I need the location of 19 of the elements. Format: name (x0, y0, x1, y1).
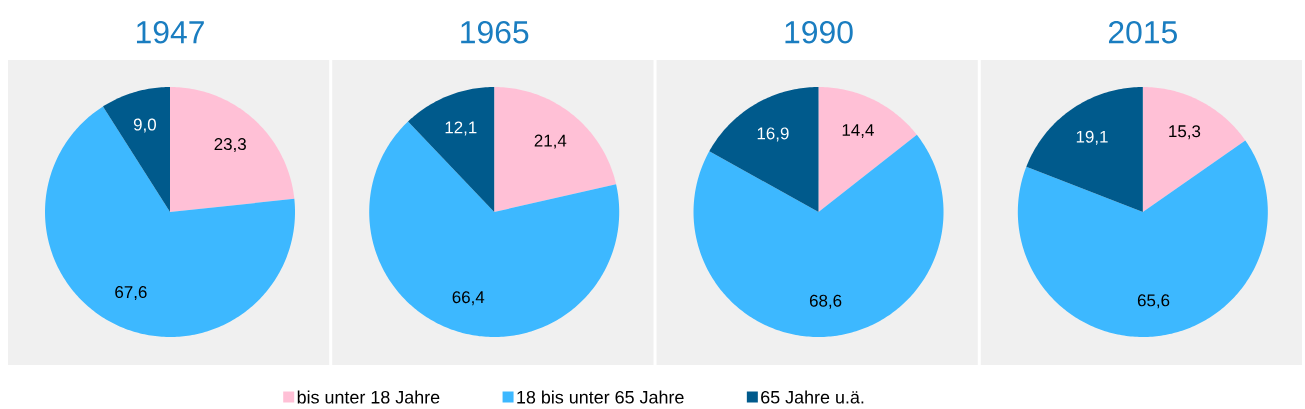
data-label: 65,6 (1137, 294, 1170, 309)
data-label: 12,1 (445, 121, 477, 136)
chart-title: 1965 (461, 20, 529, 44)
data-label: 16,9 (757, 127, 789, 142)
chart-title: 2015 (1108, 20, 1177, 44)
data-label: 19,1 (1076, 130, 1108, 145)
data-label: 67,6 (115, 286, 147, 301)
data-label: 66,4 (452, 291, 485, 306)
legend-label: 65 Jahre u.ä. (761, 390, 864, 404)
legend-label: bis unter 18 Jahre (297, 390, 440, 404)
data-label: 23,3 (214, 138, 246, 153)
data-label: 9,0 (133, 118, 156, 133)
data-label: 68,6 (809, 294, 842, 309)
data-label: 15,3 (1169, 125, 1201, 140)
data-label: 21,4 (534, 134, 567, 149)
legend-label: 18 bis unter 65 Jahre (517, 390, 684, 404)
chart-title: 1947 (136, 20, 204, 44)
chart-title: 1990 (785, 20, 853, 44)
data-label: 14,4 (842, 124, 874, 138)
